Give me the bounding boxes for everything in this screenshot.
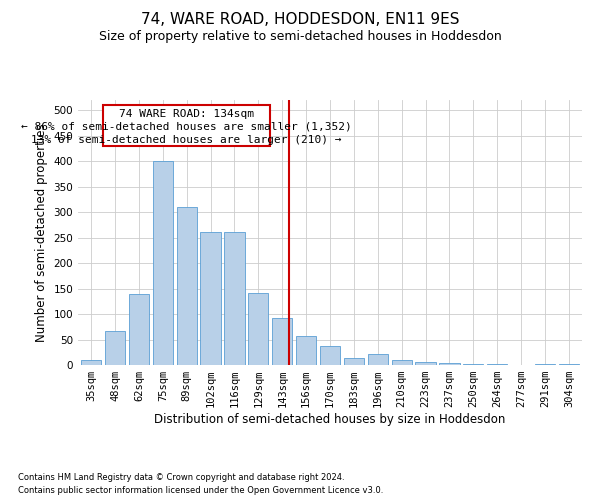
Text: Contains HM Land Registry data © Crown copyright and database right 2024.: Contains HM Land Registry data © Crown c… xyxy=(18,474,344,482)
X-axis label: Distribution of semi-detached houses by size in Hoddesdon: Distribution of semi-detached houses by … xyxy=(154,413,506,426)
Bar xyxy=(296,336,316,365)
Bar xyxy=(535,364,555,365)
Bar xyxy=(559,364,579,365)
Text: ← 86% of semi-detached houses are smaller (1,352): ← 86% of semi-detached houses are smalle… xyxy=(22,122,352,132)
Bar xyxy=(487,364,508,365)
Bar xyxy=(463,364,484,365)
Text: Size of property relative to semi-detached houses in Hoddesdon: Size of property relative to semi-detach… xyxy=(98,30,502,43)
Text: 74, WARE ROAD, HODDESDON, EN11 9ES: 74, WARE ROAD, HODDESDON, EN11 9ES xyxy=(141,12,459,28)
Bar xyxy=(81,360,101,365)
Bar xyxy=(368,354,388,365)
Bar xyxy=(272,318,292,365)
Bar xyxy=(129,294,149,365)
Bar xyxy=(439,363,460,365)
Bar xyxy=(344,358,364,365)
Text: Contains public sector information licensed under the Open Government Licence v3: Contains public sector information licen… xyxy=(18,486,383,495)
Bar xyxy=(105,331,125,365)
Bar xyxy=(320,346,340,365)
Bar xyxy=(224,232,245,365)
Bar xyxy=(152,160,173,365)
Y-axis label: Number of semi-detached properties: Number of semi-detached properties xyxy=(35,123,48,342)
Text: 74 WARE ROAD: 134sqm: 74 WARE ROAD: 134sqm xyxy=(119,109,254,119)
Bar xyxy=(248,293,268,365)
Bar xyxy=(392,360,412,365)
Bar xyxy=(415,362,436,365)
Bar xyxy=(200,232,221,365)
Text: 13% of semi-detached houses are larger (210) →: 13% of semi-detached houses are larger (… xyxy=(31,134,342,144)
Bar xyxy=(176,207,197,365)
